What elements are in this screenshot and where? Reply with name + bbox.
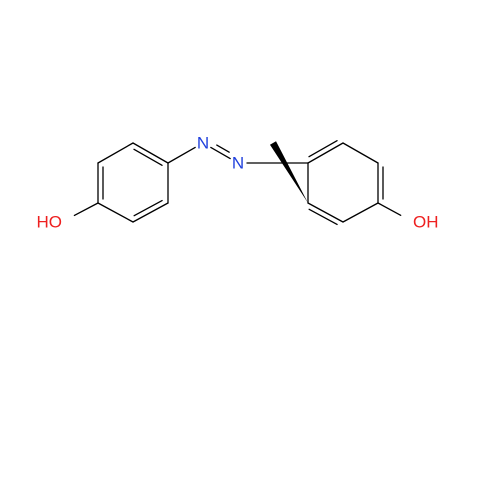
svg-text:OH: OH — [413, 213, 439, 232]
svg-text:N: N — [197, 134, 209, 153]
molecule-svg: HOHONNNNOHOH — [0, 0, 500, 500]
svg-text:HO: HO — [37, 213, 63, 232]
molecule-canvas: HOHONNNNOHOH — [0, 0, 500, 500]
svg-text:N: N — [232, 154, 244, 173]
